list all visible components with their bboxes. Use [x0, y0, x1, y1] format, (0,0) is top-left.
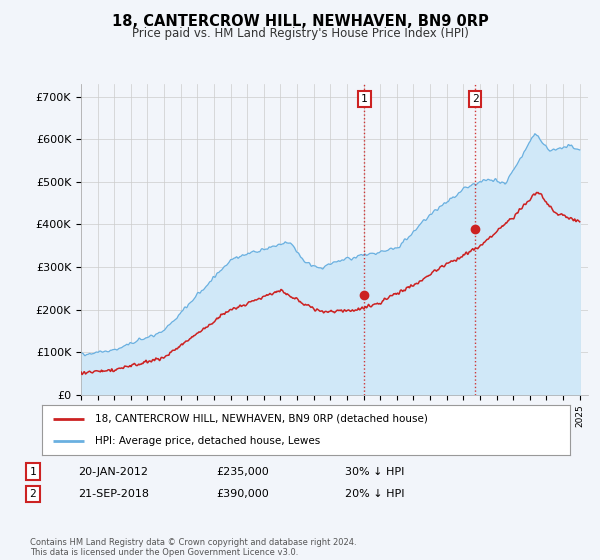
Text: 1: 1 [361, 94, 368, 104]
Text: 18, CANTERCROW HILL, NEWHAVEN, BN9 0RP: 18, CANTERCROW HILL, NEWHAVEN, BN9 0RP [112, 14, 488, 29]
Text: 20-JAN-2012: 20-JAN-2012 [78, 466, 148, 477]
Text: £235,000: £235,000 [216, 466, 269, 477]
Text: 18, CANTERCROW HILL, NEWHAVEN, BN9 0RP (detached house): 18, CANTERCROW HILL, NEWHAVEN, BN9 0RP (… [95, 414, 428, 424]
Text: 1: 1 [29, 466, 37, 477]
Text: Contains HM Land Registry data © Crown copyright and database right 2024.
This d: Contains HM Land Registry data © Crown c… [30, 538, 356, 557]
Text: £390,000: £390,000 [216, 489, 269, 499]
Text: HPI: Average price, detached house, Lewes: HPI: Average price, detached house, Lewe… [95, 436, 320, 446]
Text: 30% ↓ HPI: 30% ↓ HPI [345, 466, 404, 477]
Text: Price paid vs. HM Land Registry's House Price Index (HPI): Price paid vs. HM Land Registry's House … [131, 27, 469, 40]
Text: 21-SEP-2018: 21-SEP-2018 [78, 489, 149, 499]
Text: 20% ↓ HPI: 20% ↓ HPI [345, 489, 404, 499]
Text: 2: 2 [29, 489, 37, 499]
Text: 2: 2 [472, 94, 479, 104]
